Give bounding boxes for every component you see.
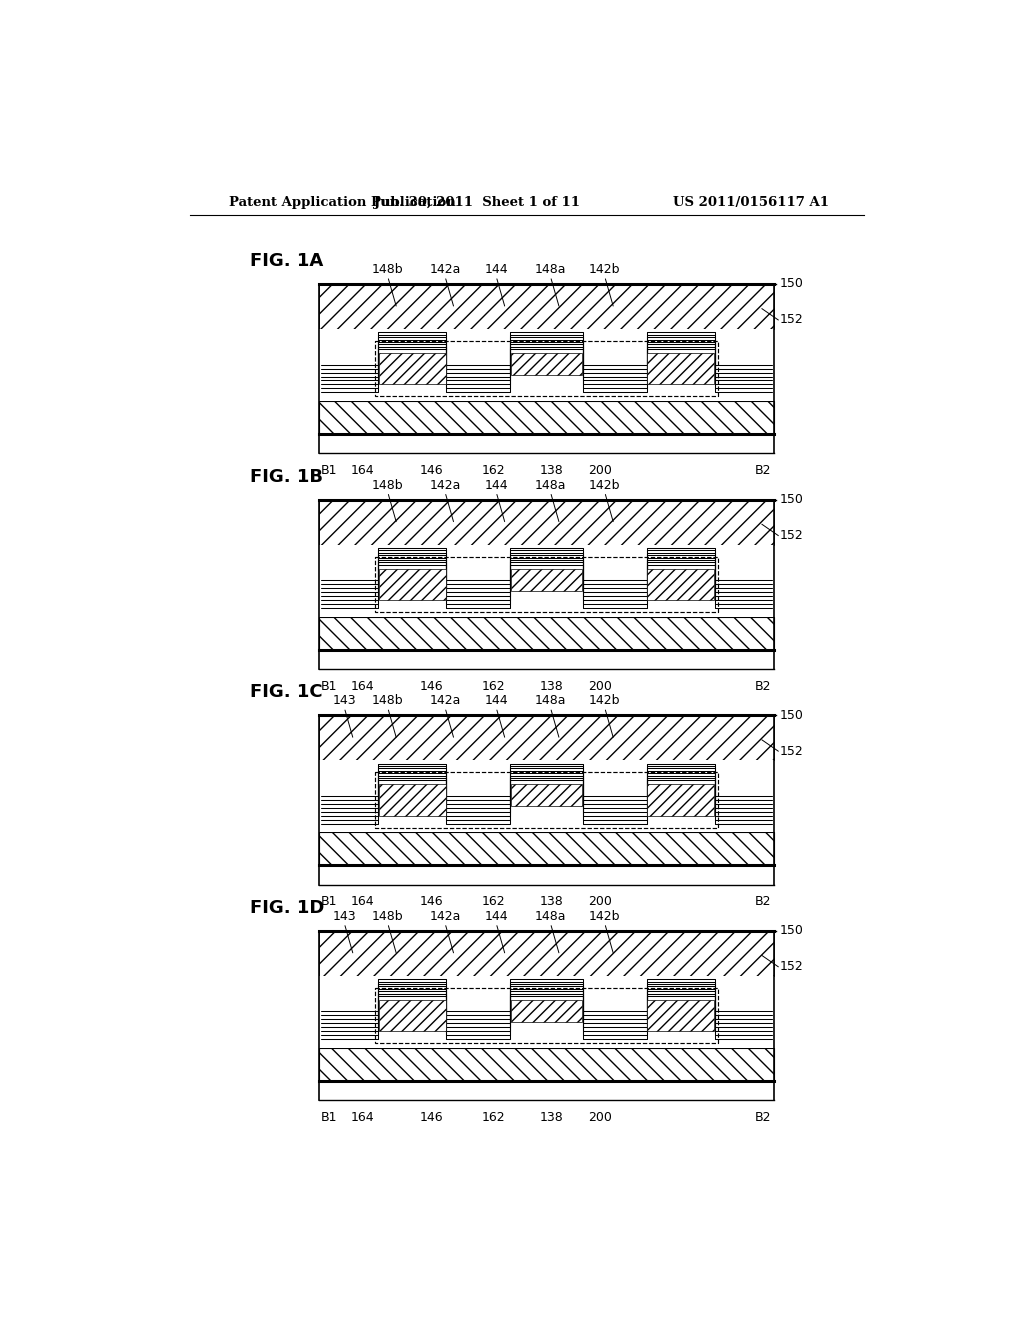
Text: Patent Application Publication: Patent Application Publication (228, 195, 456, 209)
Text: FIG. 1D: FIG. 1D (251, 899, 325, 917)
Text: 200: 200 (588, 680, 612, 693)
Bar (379, 569, 445, 601)
Bar (319, 760, 773, 832)
Text: 143: 143 (333, 694, 356, 708)
Text: 143: 143 (333, 909, 356, 923)
Text: 144: 144 (484, 694, 508, 708)
Bar (319, 284, 773, 329)
Text: 142b: 142b (589, 263, 621, 276)
Text: B1: B1 (322, 1111, 338, 1123)
Text: 152: 152 (779, 529, 804, 543)
Bar (375, 557, 719, 612)
Bar (319, 832, 773, 866)
Bar (319, 715, 773, 866)
Text: B1: B1 (322, 465, 338, 477)
Text: 162: 162 (482, 1111, 506, 1123)
Text: 148a: 148a (535, 909, 566, 923)
Text: 146: 146 (420, 680, 443, 693)
Text: 144: 144 (484, 479, 508, 492)
Bar (379, 999, 445, 1031)
Bar (319, 545, 773, 616)
Text: 200: 200 (588, 465, 612, 477)
Bar (647, 784, 714, 816)
Bar (319, 329, 773, 401)
Text: 146: 146 (420, 465, 443, 477)
Bar (375, 341, 719, 396)
Text: B2: B2 (756, 895, 772, 908)
Bar (647, 352, 714, 384)
Text: 150: 150 (779, 924, 804, 937)
Bar (379, 352, 445, 384)
Text: 148b: 148b (372, 263, 403, 276)
Text: 144: 144 (484, 263, 508, 276)
Bar (319, 931, 773, 975)
Text: B1: B1 (322, 895, 338, 908)
Bar (319, 616, 773, 649)
Bar (319, 975, 773, 1048)
Text: 138: 138 (540, 465, 564, 477)
Text: 200: 200 (588, 895, 612, 908)
Bar (511, 784, 583, 807)
Text: 146: 146 (420, 1111, 443, 1123)
Text: 164: 164 (350, 680, 374, 693)
Text: 142b: 142b (589, 909, 621, 923)
Text: B1: B1 (322, 680, 338, 693)
Text: 152: 152 (779, 960, 804, 973)
Text: 148b: 148b (372, 694, 403, 708)
Bar (319, 284, 773, 434)
Text: FIG. 1C: FIG. 1C (251, 684, 324, 701)
Text: 148b: 148b (372, 909, 403, 923)
Text: 142a: 142a (429, 263, 461, 276)
Bar (319, 931, 773, 1081)
Bar (511, 999, 583, 1022)
Text: 164: 164 (350, 465, 374, 477)
Text: 150: 150 (779, 709, 804, 722)
Text: US 2011/0156117 A1: US 2011/0156117 A1 (674, 195, 829, 209)
Text: 200: 200 (588, 1111, 612, 1123)
Text: 138: 138 (540, 680, 564, 693)
Text: 162: 162 (482, 465, 506, 477)
Text: 142b: 142b (589, 694, 621, 708)
Text: 152: 152 (779, 313, 804, 326)
Text: 152: 152 (779, 744, 804, 758)
Text: 150: 150 (779, 277, 804, 290)
Bar (319, 401, 773, 434)
Text: Jun. 30, 2011  Sheet 1 of 11: Jun. 30, 2011 Sheet 1 of 11 (374, 195, 580, 209)
Bar (647, 569, 714, 601)
Bar (375, 772, 719, 828)
Text: 146: 146 (420, 895, 443, 908)
Text: 138: 138 (540, 1111, 564, 1123)
Bar (511, 352, 583, 375)
Text: 142a: 142a (429, 909, 461, 923)
Bar (647, 999, 714, 1031)
Text: 162: 162 (482, 895, 506, 908)
Bar (319, 1048, 773, 1081)
Bar (319, 499, 773, 545)
Bar (319, 715, 773, 760)
Text: B2: B2 (756, 680, 772, 693)
Text: 144: 144 (484, 909, 508, 923)
Bar (319, 499, 773, 649)
Text: 148a: 148a (535, 694, 566, 708)
Text: 150: 150 (779, 492, 804, 506)
Text: FIG. 1B: FIG. 1B (251, 467, 324, 486)
Text: FIG. 1A: FIG. 1A (251, 252, 324, 271)
Text: 142a: 142a (429, 694, 461, 708)
Text: B2: B2 (756, 465, 772, 477)
Text: 142b: 142b (589, 479, 621, 492)
Text: 162: 162 (482, 680, 506, 693)
Text: 148a: 148a (535, 263, 566, 276)
Text: 148b: 148b (372, 479, 403, 492)
Text: 164: 164 (350, 895, 374, 908)
Text: B2: B2 (756, 1111, 772, 1123)
Bar (379, 784, 445, 816)
Bar (511, 569, 583, 590)
Text: 164: 164 (350, 1111, 374, 1123)
Text: 148a: 148a (535, 479, 566, 492)
Text: 138: 138 (540, 895, 564, 908)
Bar (375, 987, 719, 1043)
Text: 142a: 142a (429, 479, 461, 492)
